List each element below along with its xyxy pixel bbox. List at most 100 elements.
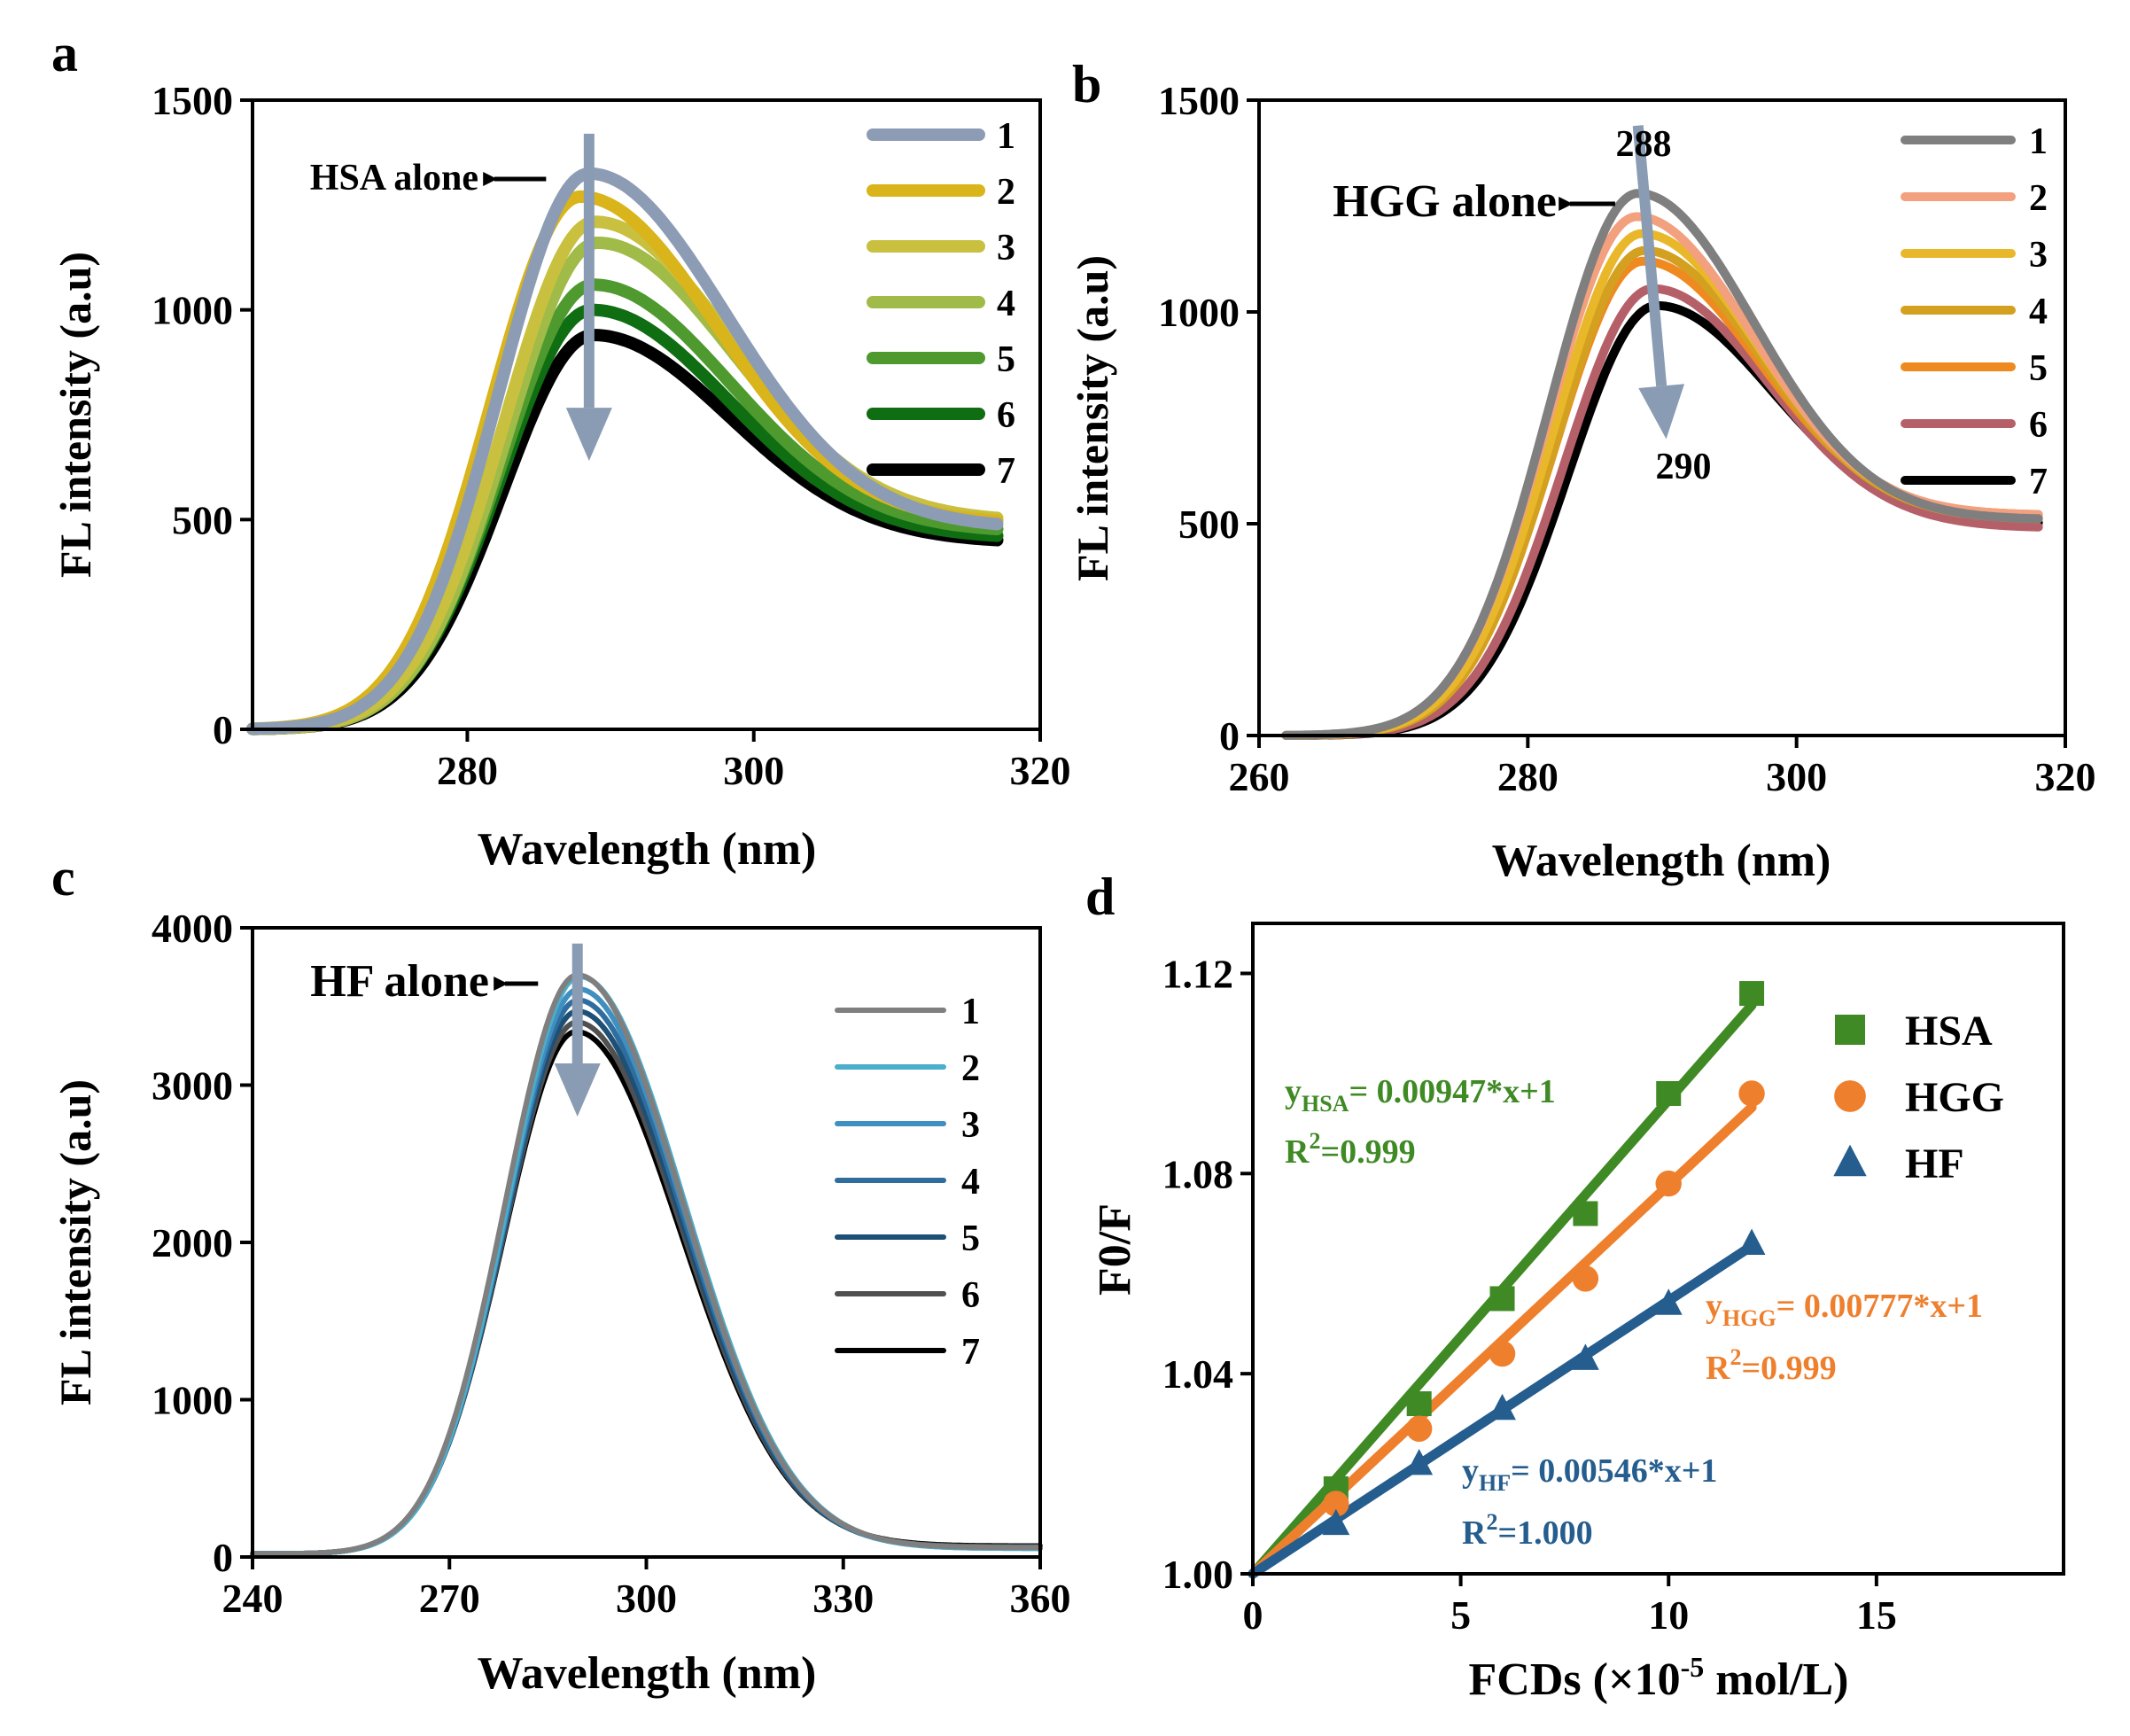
panel-c-plot-frame xyxy=(251,926,1042,1559)
x-tick-label: 260 xyxy=(1229,754,1290,799)
legend-label-1: 1 xyxy=(997,116,1015,157)
r2-hgg-text: R2=0.999 xyxy=(1706,1344,1837,1387)
data-point-HF xyxy=(1405,1448,1434,1475)
equation-hf-text: yHF= 0.00546*x+1 xyxy=(1462,1452,1717,1496)
y-tick-label: 1000 xyxy=(152,288,233,333)
panel-b-x-label: Wavelength (nm) xyxy=(1492,836,1831,886)
panel-b-annotation: HGG alone 288 290 xyxy=(1333,124,1711,487)
legend-label-7: 7 xyxy=(961,1332,980,1373)
legend-label-6: 6 xyxy=(2029,405,2048,446)
y-tick-label: 1.08 xyxy=(1162,1151,1234,1196)
trend-arrow-head xyxy=(1638,384,1685,440)
legend-marker-HGG xyxy=(1834,1080,1866,1112)
series-line-5 xyxy=(246,278,1004,736)
panel-c-annotation: HF alone xyxy=(310,956,539,1007)
data-point-HF xyxy=(1489,1393,1516,1421)
legend-label-HSA: HSA xyxy=(1905,1008,1993,1055)
legend-label-4: 4 xyxy=(2029,292,2048,332)
equation-hsa-text: yHSA= 0.00947*x+1 xyxy=(1285,1073,1556,1117)
y-tick-label: 0 xyxy=(213,707,233,752)
y-tick-label: 2000 xyxy=(152,1220,233,1265)
legend-label-3: 3 xyxy=(2029,235,2048,276)
panel-b-arrow xyxy=(1632,125,1685,440)
panel-c-label: c xyxy=(51,848,75,907)
panel-b-ticks: 260 280 300 320 0 500 1000 1500 xyxy=(1158,78,2096,799)
x-tick-label: 5 xyxy=(1450,1592,1471,1638)
legend-label-5: 5 xyxy=(997,339,1015,380)
data-point-HGG xyxy=(1738,1080,1765,1107)
y-tick-label: 500 xyxy=(172,497,233,542)
panel-d-label: d xyxy=(1085,868,1115,926)
x-tick-label: 300 xyxy=(616,1576,677,1621)
r2-hf-text: R2=1.000 xyxy=(1462,1509,1593,1552)
x-tick-label: 280 xyxy=(1497,754,1559,799)
equation-hsa: yHSA= 0.00947*x+1 R2=0.999 xyxy=(1285,1073,1556,1171)
legend-label-1: 1 xyxy=(961,992,980,1032)
series-line-7 xyxy=(246,329,1004,736)
panel-a-plot-frame xyxy=(251,98,1042,731)
panel-c-legend: 1 2 3 4 5 6 7 xyxy=(835,992,980,1373)
series-line-2 xyxy=(246,190,1004,736)
series-line-1 xyxy=(1281,189,2043,740)
panel-b: b 260 280 300 320 0 500 1000 1500 HGG alone 288… xyxy=(1068,55,2096,886)
y-tick-label: 0 xyxy=(213,1535,233,1580)
panel-b-legend: 1 2 3 4 5 6 7 xyxy=(1901,121,2048,502)
x-tick-label: 270 xyxy=(419,1576,480,1621)
data-point-HF xyxy=(1654,1288,1683,1315)
y-tick-label: 1.00 xyxy=(1162,1552,1234,1597)
x-tick-label: 300 xyxy=(1766,754,1827,799)
data-point-HGG xyxy=(1405,1415,1433,1442)
legend-label-5: 5 xyxy=(961,1218,980,1259)
x-tick-label: 320 xyxy=(1010,748,1071,793)
panel-a-x-label: Wavelength (nm) xyxy=(478,824,817,875)
legend-label-3: 3 xyxy=(997,228,1015,269)
data-point-HGG xyxy=(1323,1491,1349,1517)
panel-b-y-label: FL intensity (a.u) xyxy=(1068,255,1117,581)
y-tick-label: 4000 xyxy=(152,906,233,951)
data-point-HGG xyxy=(1489,1340,1516,1367)
x-tick-label: 360 xyxy=(1010,1576,1071,1621)
equation-hf: yHF= 0.00546*x+1 R2=1.000 xyxy=(1462,1452,1717,1552)
legend-label-HF: HF xyxy=(1905,1140,1964,1187)
x-tick-label: 0 xyxy=(1243,1592,1263,1638)
x-tick-label: 300 xyxy=(723,748,784,793)
legend-marker-HSA xyxy=(1835,1015,1865,1045)
panel-c: c 240 270 300 330 360 0 1000 2000 3000 4000 HF al… xyxy=(51,848,1071,1699)
x-tick-label: 240 xyxy=(222,1576,284,1621)
data-point-HGG xyxy=(1572,1265,1599,1292)
legend-label-2: 2 xyxy=(2029,178,2048,219)
panel-a-arrow xyxy=(565,133,612,462)
panel-b-peak-label-top: 288 xyxy=(1616,124,1672,165)
panel-b-peak-label-bottom: 290 xyxy=(1656,447,1712,487)
panel-a-legend: 1 2 3 4 5 6 7 xyxy=(867,116,1015,492)
x-tick-label: 320 xyxy=(2035,754,2096,799)
y-tick-label: 1.12 xyxy=(1162,951,1234,996)
legend-label-5: 5 xyxy=(2029,348,2048,389)
panel-c-curves xyxy=(250,972,1043,1557)
y-tick-label: 1.04 xyxy=(1162,1351,1234,1397)
panel-c-annotation-text: HF alone xyxy=(310,956,489,1007)
legend-label-HGG: HGG xyxy=(1905,1074,2004,1121)
trend-arrow-shaft xyxy=(1632,125,1667,387)
legend-label-7: 7 xyxy=(2029,462,2048,502)
legend-label-6: 6 xyxy=(961,1275,980,1316)
data-point-HSA xyxy=(1656,1080,1682,1106)
panel-c-x-label: Wavelength (nm) xyxy=(478,1648,817,1699)
panel-c-arrow xyxy=(554,943,601,1117)
legend-label-3: 3 xyxy=(961,1105,980,1146)
x-tick-label: 330 xyxy=(812,1576,874,1621)
panel-a-annotation-text: HSA alone xyxy=(310,158,478,199)
panel-c-y-label: FL intensity (a.u) xyxy=(51,1079,100,1405)
y-tick-label: 1500 xyxy=(1158,78,1240,123)
y-tick-label: 0 xyxy=(1219,713,1240,759)
panel-a-y-label: FL intensity (a.u) xyxy=(51,252,100,578)
panel-d-plot-frame xyxy=(1251,922,2065,1576)
panel-b-curves xyxy=(1281,189,2043,740)
legend-label-2: 2 xyxy=(961,1048,980,1089)
panel-d-x-label: FCDs (×10-5 mol/L) xyxy=(1469,1651,1849,1705)
trend-arrow-head xyxy=(565,408,612,462)
panel-b-label: b xyxy=(1072,55,1101,113)
trend-arrow-head xyxy=(554,1063,601,1117)
panel-d-legend: HSA HGG HF xyxy=(1833,1008,2004,1187)
panel-b-plot-frame xyxy=(1257,98,2067,737)
